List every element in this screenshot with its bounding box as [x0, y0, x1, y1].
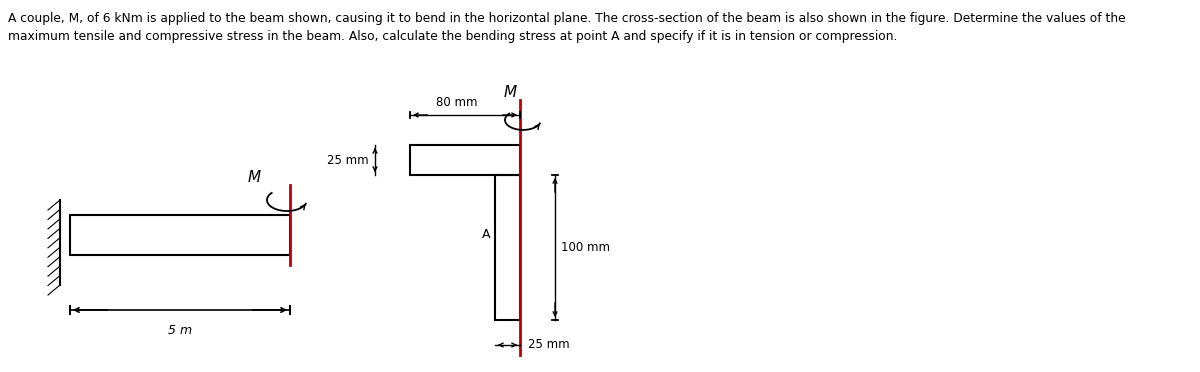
Text: maximum tensile and compressive stress in the beam. Also, calculate the bending : maximum tensile and compressive stress i…	[8, 30, 898, 43]
Text: 80 mm: 80 mm	[437, 96, 478, 109]
Text: A couple, M, of 6 kNm is applied to the beam shown, causing it to bend in the ho: A couple, M, of 6 kNm is applied to the …	[8, 12, 1126, 25]
Text: A: A	[481, 228, 490, 241]
Text: 25 mm: 25 mm	[528, 339, 570, 352]
Text: M: M	[504, 85, 516, 100]
Text: M: M	[247, 170, 260, 185]
Bar	[410, 145, 520, 175]
Bar	[70, 215, 290, 255]
Text: 100 mm: 100 mm	[562, 241, 610, 254]
Bar	[496, 175, 520, 320]
Text: 5 m: 5 m	[168, 324, 192, 337]
Text: 25 mm: 25 mm	[328, 154, 370, 167]
